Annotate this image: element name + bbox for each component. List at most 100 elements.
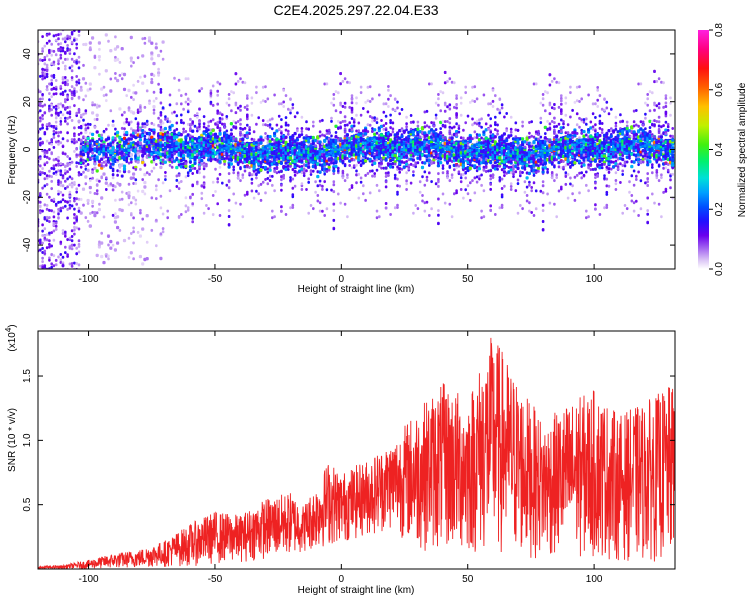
spectral-cell <box>261 138 265 142</box>
spectral-cell <box>179 133 183 137</box>
spectral-cell <box>387 105 390 108</box>
spectral-cell <box>230 109 233 113</box>
spectral-cell <box>200 133 204 138</box>
spectral-cell <box>54 263 58 267</box>
spectral-cell <box>293 184 297 188</box>
spectral-cell <box>68 194 72 198</box>
spectral-cell <box>196 112 199 116</box>
spectral-cell <box>114 185 117 189</box>
spectral-cell <box>75 147 78 151</box>
spectral-cell <box>122 87 127 92</box>
spectral-cell <box>193 161 197 165</box>
spectral-cell <box>104 33 108 37</box>
spectral-cell <box>405 122 408 126</box>
spectral-cell <box>68 199 72 203</box>
spectral-cell <box>248 144 251 148</box>
spectral-cell <box>166 117 169 121</box>
spectral-cell <box>420 165 425 170</box>
spectral-cell <box>311 135 315 140</box>
spectral-cell <box>52 229 56 233</box>
spectral-cell <box>41 256 44 260</box>
spectral-cell <box>293 173 297 177</box>
spectral-cell <box>39 205 42 209</box>
spectral-cell <box>239 154 242 158</box>
spectral-cell <box>136 111 140 114</box>
spectral-cell <box>325 162 329 166</box>
spectral-cell <box>339 82 342 86</box>
spectral-cell <box>441 192 445 196</box>
spectral-cell <box>287 164 290 168</box>
spectral-cell <box>168 103 172 107</box>
spectral-cell <box>48 256 51 260</box>
spectral-cell <box>59 53 63 57</box>
spectral-cell <box>234 137 238 141</box>
spectral-cell <box>243 81 247 85</box>
spectral-cell <box>161 158 165 162</box>
spectral-cell <box>191 192 194 196</box>
spectral-cell <box>75 42 78 46</box>
spectral-cell <box>129 137 133 141</box>
spectral-cell <box>266 124 270 127</box>
spectral-cell <box>70 177 74 181</box>
spectral-cell <box>50 209 53 213</box>
spectral-cell <box>200 162 204 166</box>
spectral-cell <box>398 112 401 116</box>
spectral-cell <box>437 93 440 96</box>
spectral-cell <box>70 181 74 185</box>
spectral-cell <box>93 211 97 214</box>
spectral-cell <box>148 99 151 103</box>
spectral-cell <box>59 122 63 126</box>
spectral-cell <box>143 185 147 189</box>
spectral-cell <box>275 129 279 133</box>
spectral-cell <box>152 158 156 162</box>
spectral-cell <box>382 127 386 131</box>
spectral-cell <box>70 40 74 44</box>
spectral-cell <box>439 161 443 165</box>
spectral-cell <box>384 166 388 170</box>
spectral-cell <box>39 58 42 62</box>
spectral-cell <box>284 121 288 125</box>
spectral-cell <box>157 178 160 182</box>
spectral-cell <box>291 186 295 190</box>
spectral-cell <box>48 98 51 102</box>
spectral-cell <box>266 159 270 163</box>
spectral-cell <box>70 90 74 94</box>
spectral-cell <box>50 166 53 170</box>
spectral-cell <box>77 107 81 111</box>
spectral-cell <box>434 128 438 132</box>
spectral-cell <box>393 206 397 210</box>
spectral-cell <box>264 178 267 181</box>
spectral-cell <box>423 201 427 205</box>
spectral-cell <box>75 83 78 87</box>
spectral-cell <box>189 134 192 138</box>
spectral-cell <box>291 134 295 137</box>
spectral-cell <box>73 60 76 63</box>
spectral-cell <box>323 156 327 161</box>
spectral-cell <box>434 113 438 117</box>
spectral-cell <box>193 167 197 170</box>
spectral-cell <box>255 91 258 95</box>
spectral-cell <box>298 135 301 139</box>
spectral-cell <box>75 114 78 118</box>
spectral-cell <box>405 171 408 175</box>
spectral-cell <box>120 126 124 130</box>
spectral-cell <box>98 104 101 108</box>
spectral-cell <box>45 54 49 58</box>
spectral-cell <box>41 241 44 245</box>
spectral-cell <box>152 90 156 94</box>
spectral-cell <box>43 58 47 62</box>
spectral-cell <box>261 123 265 127</box>
spectral-cell <box>75 187 78 191</box>
spectral-cell <box>159 194 163 198</box>
spectral-cell <box>428 171 431 175</box>
spectral-cell <box>159 120 163 124</box>
spectral-cell <box>416 207 420 211</box>
spectral-cell <box>330 161 333 165</box>
spectral-cell <box>221 181 224 185</box>
spectral-cell <box>118 147 122 151</box>
spectral-cell <box>412 173 415 177</box>
spectral-cell <box>127 148 131 152</box>
spectral-cell <box>84 175 88 179</box>
spectral-cell <box>141 54 145 58</box>
spectral-cell <box>179 150 183 154</box>
